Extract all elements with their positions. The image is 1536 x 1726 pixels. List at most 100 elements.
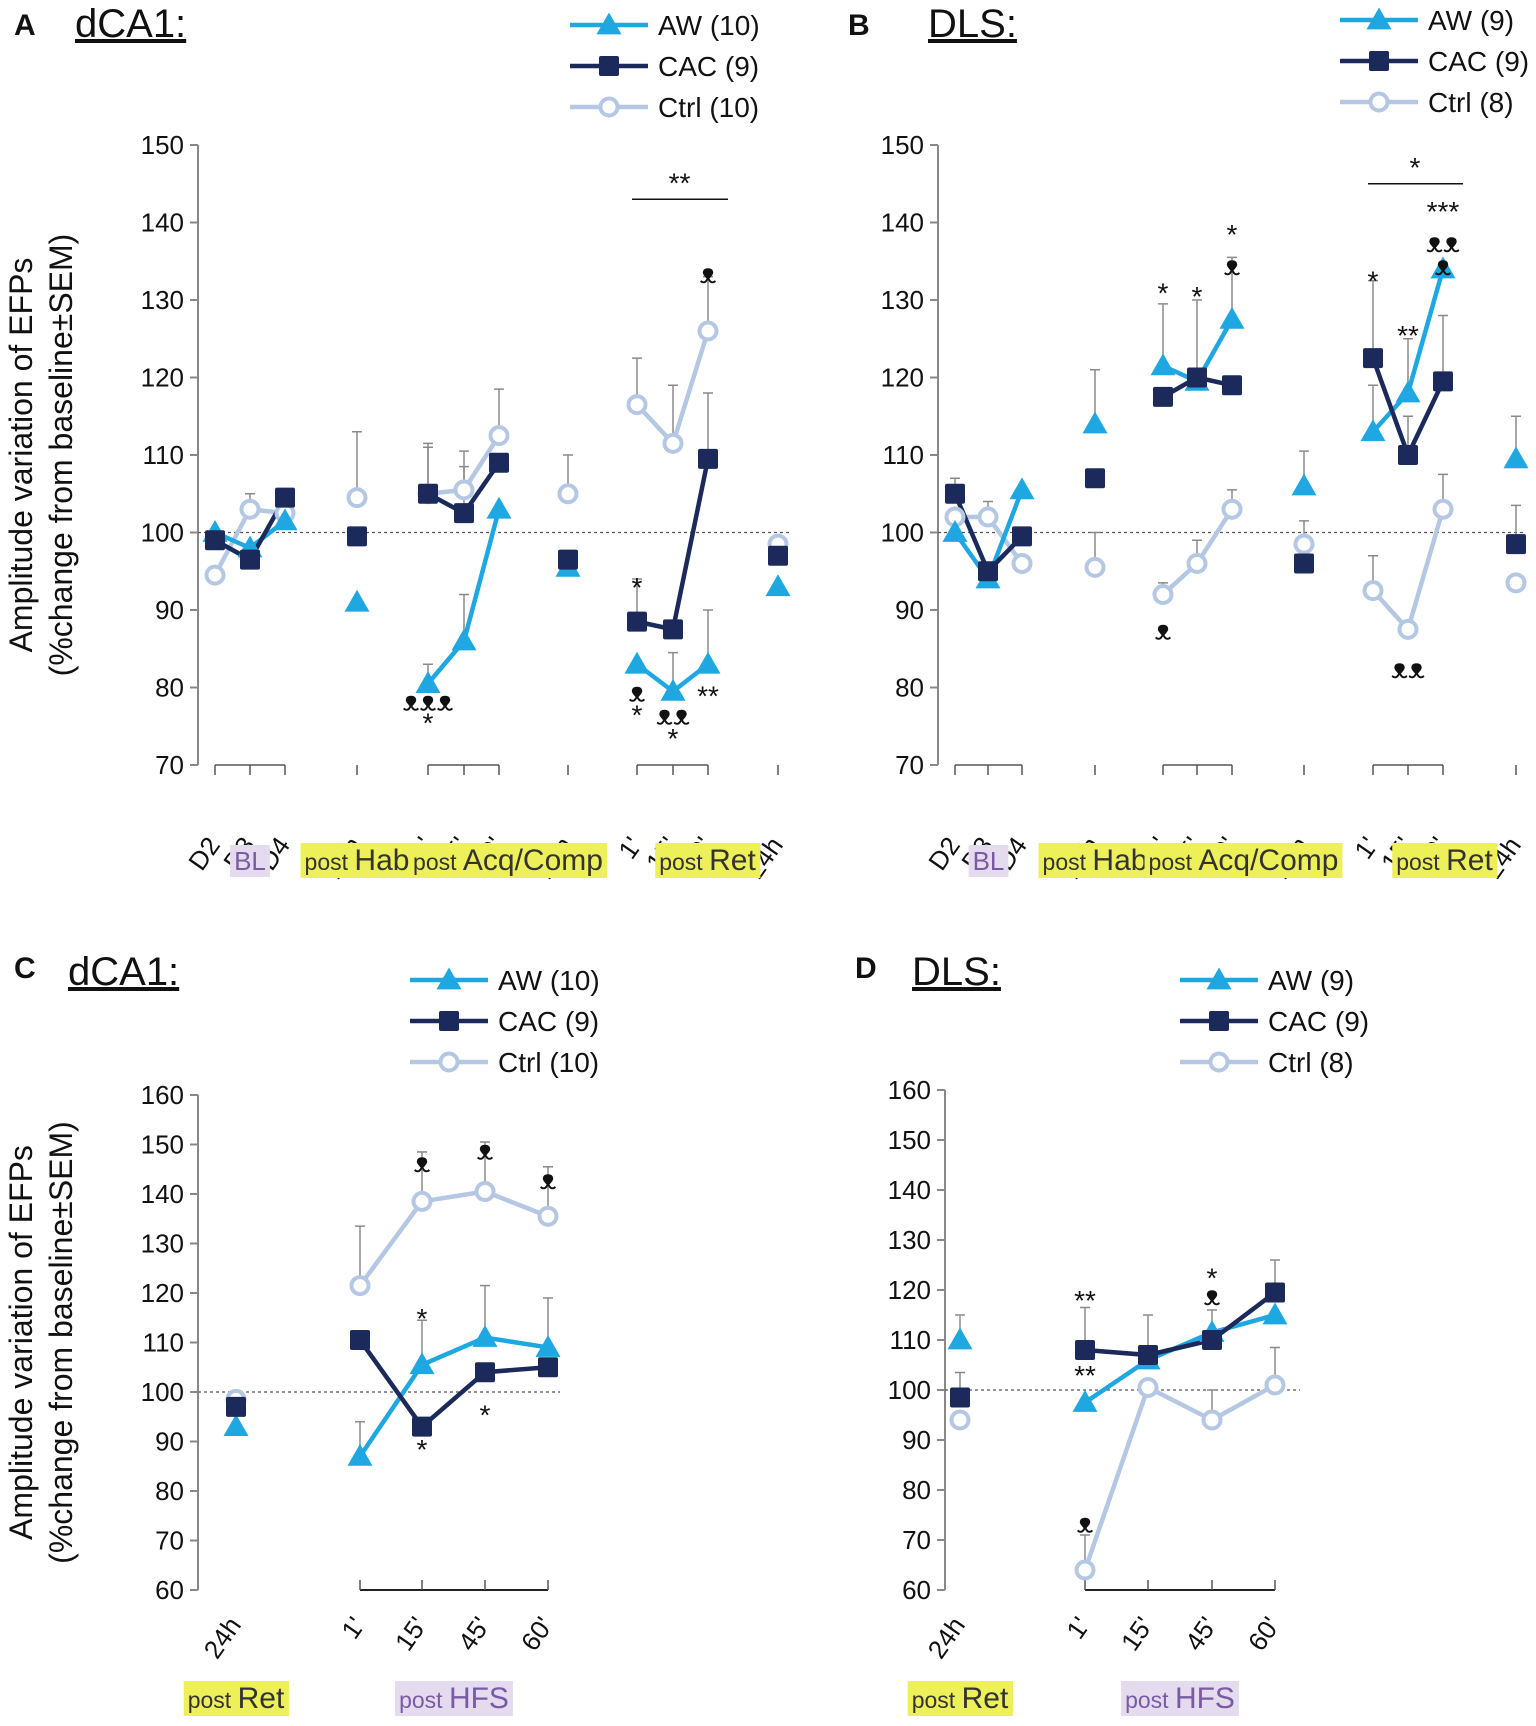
ctrl-series-line xyxy=(1371,508,1446,632)
group-label-main: Hab xyxy=(1092,844,1147,877)
aw-point-1 xyxy=(347,1443,373,1466)
ctrl-point-3 xyxy=(346,487,368,509)
group-label-bg xyxy=(968,845,1009,877)
ctrl-point-9 xyxy=(662,432,684,454)
aw-point-6 xyxy=(1219,306,1245,329)
annotation-2: ᴥ xyxy=(1077,1508,1094,1539)
annotation-0: ᴥ xyxy=(414,1147,431,1178)
group-label-text: BL xyxy=(973,846,1005,876)
annotation-1: ᴥ xyxy=(477,1134,494,1165)
aw-point-1 xyxy=(1072,1390,1098,1412)
aw-point-3 xyxy=(1082,411,1108,434)
x-tick-label: D2 xyxy=(182,831,226,875)
aw-point-legend xyxy=(596,12,622,35)
annotation-7: ** xyxy=(697,680,719,711)
legend-item-ctrl: Ctrl (10) xyxy=(410,1047,599,1078)
ctrl-point-2 xyxy=(1011,553,1033,574)
ctrl-point-7 xyxy=(1293,533,1315,555)
y-tick-label: 130 xyxy=(881,285,924,315)
cac-point-11 xyxy=(768,545,788,566)
annotation-5: * xyxy=(1368,266,1379,297)
panel-letter-C: C xyxy=(14,952,36,985)
legend-label: AW (10) xyxy=(658,10,760,41)
cac-point-8 xyxy=(627,611,647,632)
y-tick-label: 100 xyxy=(141,1377,184,1407)
annotation-2: ᴥ xyxy=(540,1164,557,1195)
annotation-8: ᴥ xyxy=(700,258,717,289)
ctrl-point-10 xyxy=(1432,498,1454,520)
aw-point-legend xyxy=(436,967,462,990)
cac-point-3 xyxy=(475,1362,495,1383)
legend-item-ctrl: Ctrl (8) xyxy=(1180,1047,1354,1078)
y-tick-label: 120 xyxy=(141,1278,184,1308)
annotation-10: ᴥ xyxy=(1435,250,1452,281)
legend-label: CAC (9) xyxy=(498,1006,599,1037)
cac-point-2 xyxy=(1012,526,1032,547)
legend-item-aw: AW (10) xyxy=(570,10,760,41)
y-tick-label: 140 xyxy=(141,208,184,238)
group-label-bg xyxy=(1038,843,1152,878)
y-tick-label: 60 xyxy=(902,1575,931,1605)
aw-point-legend xyxy=(1366,7,1392,30)
cac-series-line xyxy=(1084,1290,1277,1358)
annotation-0: ᴥᴥᴥ xyxy=(403,686,454,717)
y-tick-label: 140 xyxy=(881,208,924,238)
cac-point-9 xyxy=(1398,445,1418,465)
legend-label: Ctrl (10) xyxy=(658,92,759,123)
annotation-6: * xyxy=(668,723,679,754)
annotation-3: * xyxy=(1207,1263,1218,1294)
y-tick-label: 130 xyxy=(141,285,184,315)
ctrl-point-2 xyxy=(1137,1377,1159,1398)
group-label-text: post Acq/Comp xyxy=(413,844,603,877)
cac-point-0 xyxy=(945,483,965,504)
legend-label: CAC (9) xyxy=(1268,1006,1369,1037)
group-label-prefix: post xyxy=(912,1687,962,1713)
cac-point-7 xyxy=(558,549,578,570)
group-label-main: Ret xyxy=(709,844,756,877)
cac-point-5 xyxy=(454,503,474,524)
ctrl-point-6 xyxy=(488,425,510,447)
x-tick-label: 1' xyxy=(335,1611,371,1644)
legend-item-ctrl: Ctrl (10) xyxy=(570,92,759,123)
ctrl-point-11 xyxy=(1505,572,1527,594)
y-axis-label: Amplitude variation of EFPs xyxy=(3,1145,39,1540)
group-label-1: post Hab xyxy=(300,843,414,878)
group-label-main: BL xyxy=(973,846,1005,876)
ctrl-point-4 xyxy=(1264,1374,1286,1396)
x-tick-label: 24h xyxy=(921,1611,970,1664)
group-label-bg xyxy=(1144,843,1343,878)
ctrl-point-5 xyxy=(453,479,475,501)
x-tick-label: 60' xyxy=(1242,1611,1286,1656)
aw-point-0 xyxy=(947,1327,973,1350)
group-label-text: post Ret xyxy=(1396,844,1493,877)
legend-item-aw: AW (9) xyxy=(1180,965,1354,996)
group-label-prefix: post xyxy=(305,849,355,875)
ctrl-point-10 xyxy=(697,320,719,342)
group-label-main: Acq/Comp xyxy=(463,844,603,877)
cac-point-legend xyxy=(1209,1011,1229,1031)
group-label-2: post Acq/Comp xyxy=(409,843,607,878)
cac-point-11 xyxy=(1506,534,1526,555)
ctrl-point-1 xyxy=(1074,1559,1096,1581)
group-label-text: post HFS xyxy=(399,1682,509,1715)
y-tick-label: 160 xyxy=(141,1080,184,1110)
annotation-4: ᴥ xyxy=(1224,250,1241,281)
legend-label: AW (10) xyxy=(498,965,600,996)
group-label-3: post Ret xyxy=(1392,843,1498,878)
group-label-bg xyxy=(1121,1681,1239,1716)
cac-point-legend xyxy=(1369,51,1389,71)
ctrl-point-8 xyxy=(1362,580,1384,602)
group-label-main: Acq/Comp xyxy=(1198,844,1338,877)
y-tick-label: 80 xyxy=(155,1476,184,1506)
y-axis-label: Amplitude variation of EFPs xyxy=(3,258,39,653)
panel-title-A: dCA1: xyxy=(75,2,186,46)
panel-title-B: DLS: xyxy=(928,2,1017,46)
y-tick-label: 150 xyxy=(881,130,924,160)
ctrl-point-5 xyxy=(1186,553,1208,574)
cac-point-9 xyxy=(663,619,683,640)
x-tick-label: 60' xyxy=(515,1611,559,1656)
group-label-1: post HFS xyxy=(1121,1681,1239,1716)
cac-point-7 xyxy=(1294,553,1314,574)
group-label-text: post HFS xyxy=(1125,1682,1235,1715)
aw-point-2 xyxy=(409,1352,435,1375)
